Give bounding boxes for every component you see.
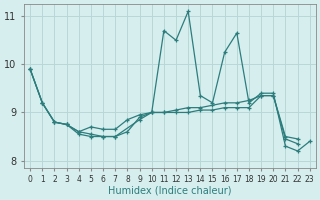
X-axis label: Humidex (Indice chaleur): Humidex (Indice chaleur) — [108, 186, 232, 196]
